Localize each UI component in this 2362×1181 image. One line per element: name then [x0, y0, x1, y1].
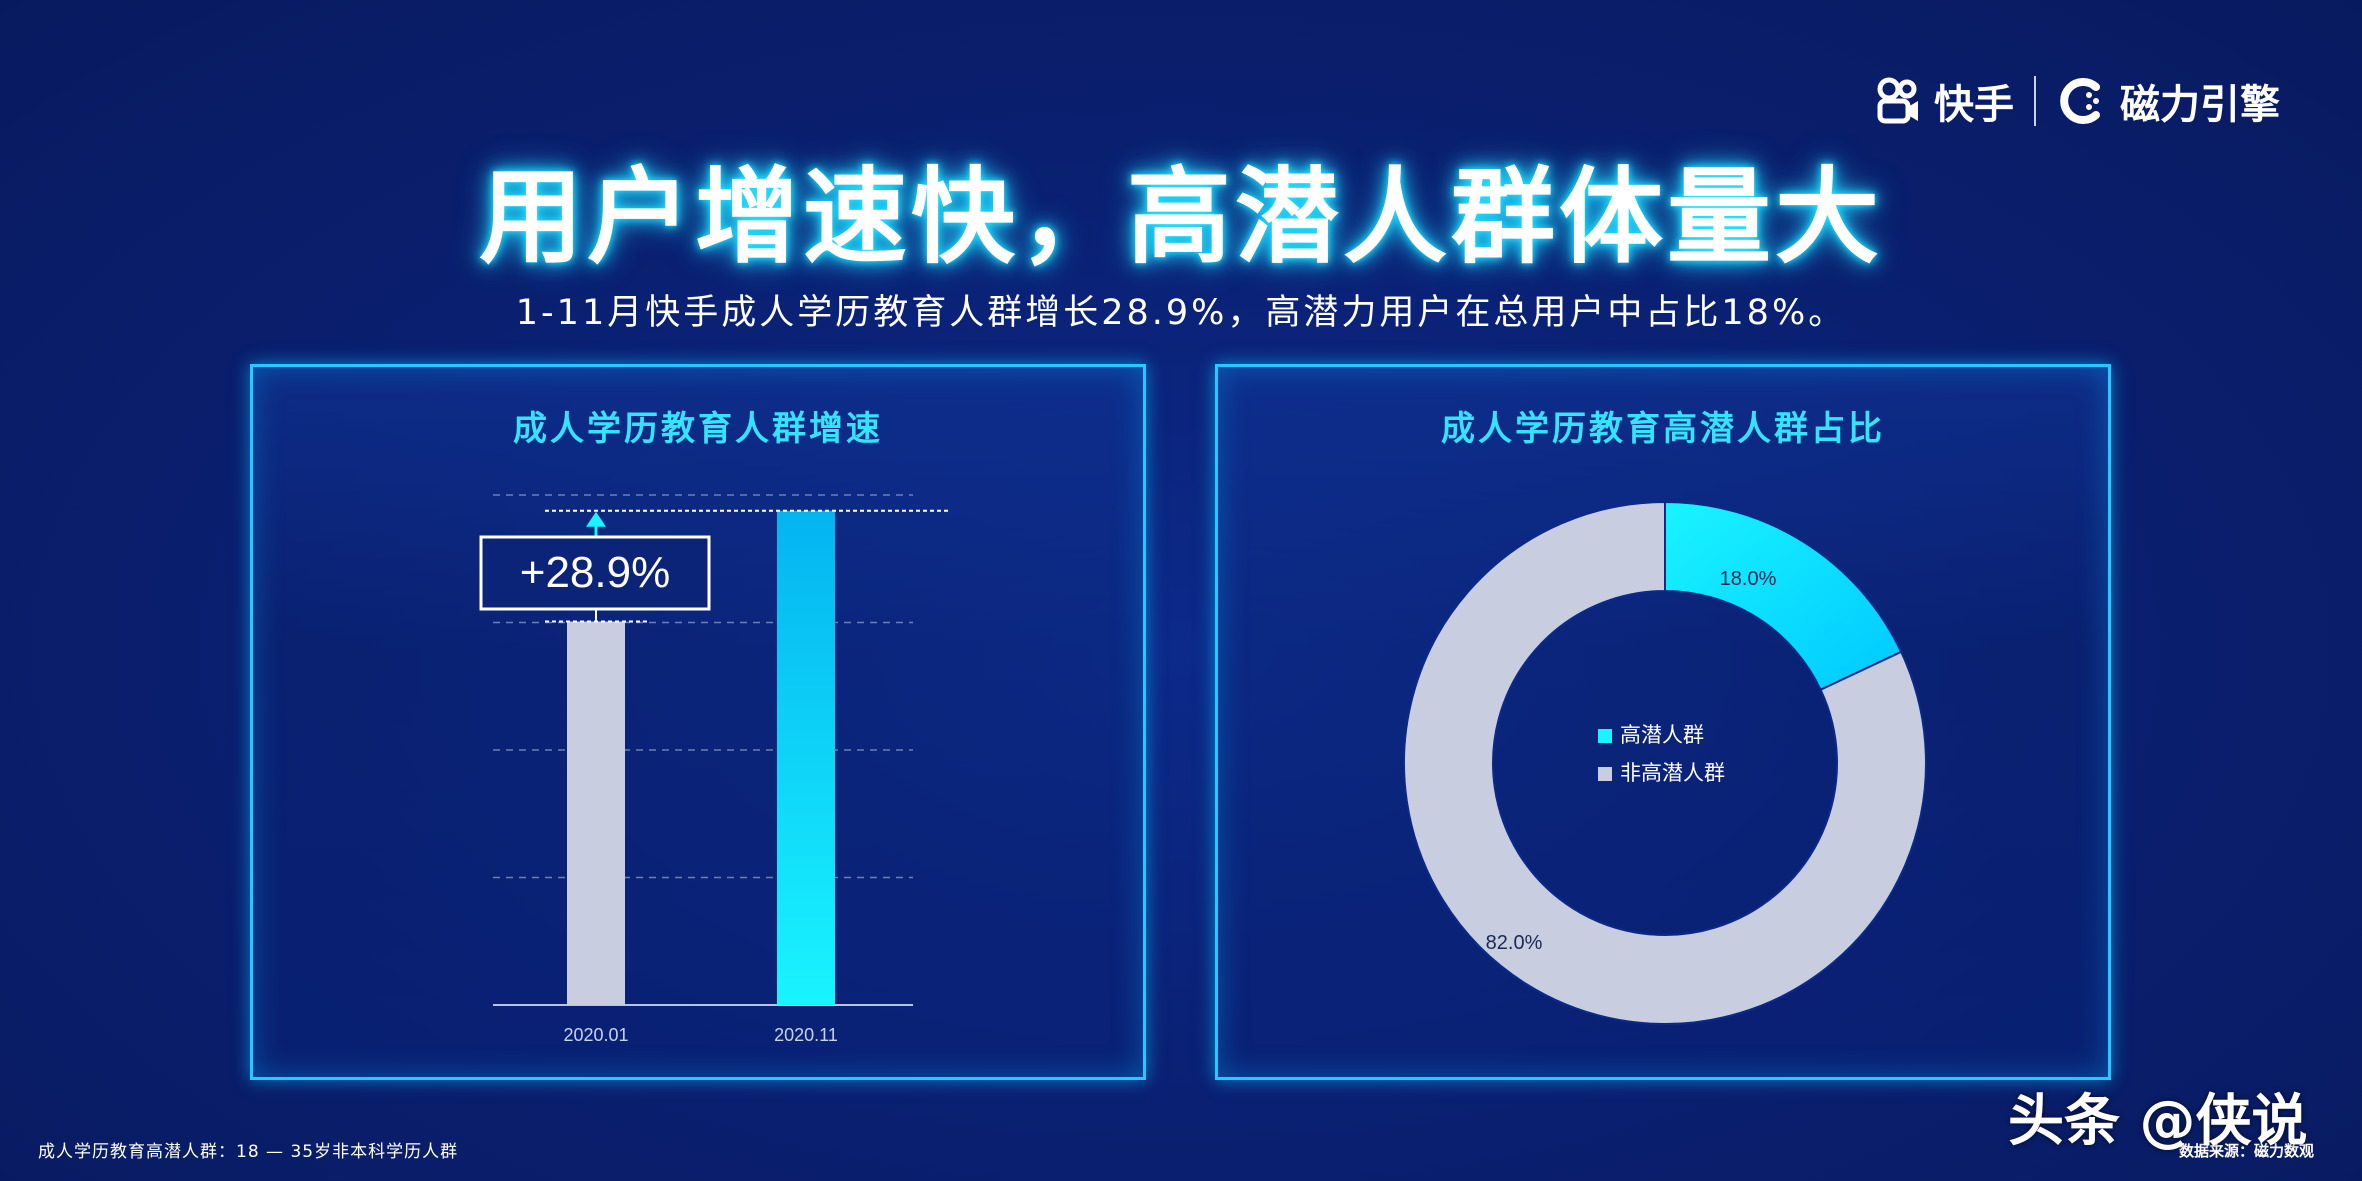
share-panel: 成人学历教育高潜人群占比 18.0% 82.0% 高潜人群非高潜人群 [1215, 364, 2111, 1080]
annotation-arrow-head [586, 511, 606, 527]
legend-label: 非高潜人群 [1620, 761, 1725, 785]
logo-divider [2034, 76, 2036, 126]
growth-bar-chart: 2020.01 2020.11 +28.9% [479, 494, 948, 1045]
donut-slice-高潜人群 [1664, 500, 1903, 692]
legend-swatch [1598, 767, 1612, 781]
legend-label: 高潜人群 [1620, 723, 1704, 747]
data-label-non-high-potential: 82.0% [1486, 932, 1543, 954]
bar-2020.01 [567, 621, 625, 1005]
kuaishou-logo: 快手 [1874, 72, 2014, 130]
data-source: 数据来源：磁力数观 [2178, 1142, 2314, 1160]
data-label-high-potential: 18.0% [1720, 568, 1777, 590]
cili-logo: 磁力引擎 [2056, 72, 2280, 130]
watermark: 头条 @侠说 [2008, 1089, 2308, 1154]
footnote: 成人学历教育高潜人群：18 — 35岁非本科学历人群 [38, 1142, 459, 1162]
cili-logo-text: 磁力引擎 [2120, 82, 2280, 128]
page-subtitle: 1-11月快手成人学历教育人群增长28.9%，高潜力用户在总用户中占比18%。 [515, 293, 1847, 333]
growth-panel-title: 成人学历教育人群增速 [513, 409, 883, 449]
x-tick-label: 2020.11 [774, 1025, 838, 1045]
kuaishou-logo-icon [1877, 77, 1918, 124]
growth-panel: 成人学历教育人群增速 2020.01 2020.11 +28.9% [250, 364, 1146, 1080]
logo-bar: 快手 磁力引擎 [1874, 70, 2280, 132]
legend-swatch [1598, 729, 1612, 743]
bar-2020.11 [777, 510, 835, 1005]
growth-annotation: +28.9% [520, 548, 670, 597]
donut-slice-非高潜人群 [1403, 500, 1927, 1025]
page-title: 用户增速快，高潜人群体量大 [478, 156, 1883, 278]
annotation-box [479, 535, 711, 611]
share-panel-title: 成人学历教育高潜人群占比 [1441, 409, 1885, 449]
x-tick-label: 2020.01 [563, 1025, 628, 1045]
cili-logo-icon [2060, 78, 2100, 124]
kuaishou-logo-text: 快手 [1934, 82, 2014, 128]
